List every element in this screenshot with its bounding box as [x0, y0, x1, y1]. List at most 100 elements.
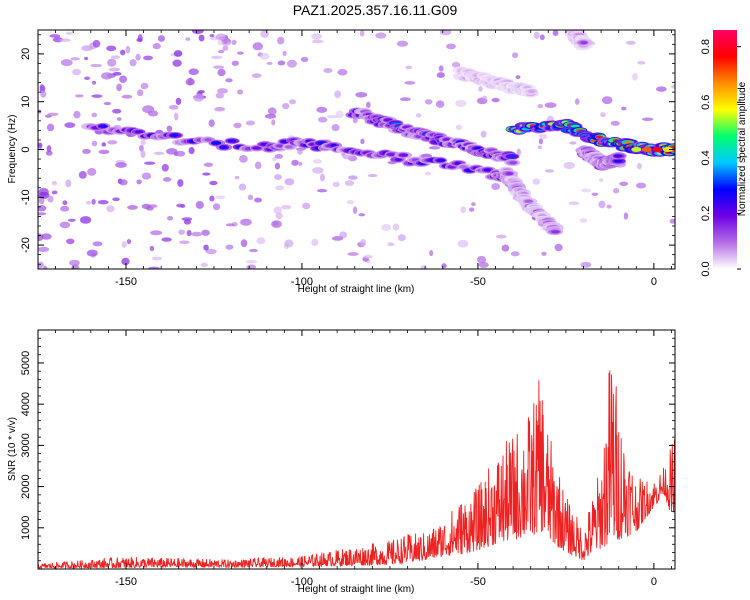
spectrogram-noise-cell	[140, 82, 149, 90]
spectrogram-noise-cell	[532, 178, 541, 185]
spectrogram-noise-cell	[83, 76, 91, 81]
spectrogram-noise-cell	[347, 252, 359, 257]
spectrogram-noise-cell	[143, 161, 156, 165]
spectrogram-noise-cell	[85, 200, 92, 205]
spectrogram-noise-cell	[91, 140, 98, 147]
spectrogram-noise-cell	[480, 130, 487, 138]
spectrogram-noise-cell	[623, 212, 629, 220]
spectrogram-noise-cell	[86, 249, 98, 257]
spectrogram-noise-cell	[424, 99, 433, 105]
spectrogram-signal-cell	[570, 26, 578, 29]
spectrogram-peak-cell	[631, 147, 642, 152]
spectrogram-noise-cell	[45, 150, 53, 156]
spectrogram-noise-cell	[656, 86, 667, 92]
spectrogram-y-tick-label: -10	[20, 189, 32, 205]
spectrogram-noise-cell	[352, 206, 358, 215]
spectrogram-noise-cell	[136, 89, 144, 97]
spectrogram-noise-cell	[282, 50, 287, 57]
snr-x-tick-label: -50	[470, 576, 486, 588]
spectrogram-y-tick-label: 0	[20, 146, 32, 152]
spectrogram-noise-cell	[495, 234, 507, 239]
spectrogram-noise-cell	[107, 140, 118, 145]
spectrogram-noise-cell	[106, 205, 115, 213]
spectrogram-noise-cell	[186, 230, 192, 237]
colorbar-label: Normalized spectral amplitude	[737, 81, 748, 216]
spectrogram-noise-cell	[637, 61, 646, 65]
spectrogram-noise-cell	[162, 177, 172, 182]
spectrogram-signal-cell	[330, 143, 337, 148]
spectrogram-noise-cell	[121, 240, 127, 249]
spectrogram-noise-cell	[115, 162, 127, 168]
spectrogram-noise-cell	[468, 207, 475, 212]
spectrogram-noise-cell	[38, 142, 43, 149]
spectrogram-noise-cell	[260, 30, 270, 38]
spectrogram-signal-cell	[204, 138, 212, 142]
spectrogram-noise-cell	[344, 180, 355, 186]
spectrogram-noise-cell	[38, 246, 50, 253]
spectrogram-noise-cell	[151, 256, 163, 261]
spectrogram-noise-cell	[166, 215, 174, 221]
spectrogram-noise-cell	[331, 236, 344, 241]
spectrogram-noise-cell	[209, 180, 218, 186]
spectrogram-noise-cell	[346, 199, 355, 205]
spectrogram-noise-cell	[112, 197, 120, 202]
spectrogram-noise-cell	[457, 239, 469, 248]
spectrogram-noise-cell	[121, 94, 133, 99]
spectrogram-noise-cell	[569, 141, 577, 145]
spectrogram-noise-cell	[610, 120, 620, 126]
spectrogram-noise-cell	[512, 52, 519, 59]
spectrogram-noise-cell	[78, 171, 87, 179]
spectrogram-noise-cell	[252, 42, 263, 51]
spectrogram-noise-cell	[317, 188, 328, 193]
spectrogram-noise-cell	[80, 216, 92, 224]
spectrogram-noise-cell	[141, 203, 151, 210]
spectrogram-noise-cell	[60, 205, 70, 212]
spectrogram-noise-cell	[619, 181, 629, 186]
spectrogram-noise-cell	[188, 68, 199, 76]
spectrogram-noise-cell	[574, 98, 580, 105]
spectrogram-noise-cell	[100, 72, 113, 80]
spectrogram-noise-cell	[91, 198, 96, 205]
spectrogram-noise-cell	[103, 101, 111, 106]
spectrogram-signal-cell	[454, 161, 461, 165]
spectrogram-noise-cell	[153, 151, 165, 155]
spectrogram-noise-cell	[176, 203, 184, 208]
spectrogram-heatmap	[38, 26, 675, 269]
spectrogram-noise-cell	[202, 172, 211, 176]
spectrogram-noise-cell	[415, 113, 422, 118]
spectrogram-noise-cell	[438, 65, 444, 72]
spectrogram-noise-cell	[183, 219, 192, 225]
spectrogram-noise-cell	[274, 174, 282, 181]
spectrogram-noise-cell	[107, 58, 117, 67]
snr-series-line	[38, 370, 675, 569]
spectrogram-noise-cell	[286, 59, 297, 68]
spectrogram-noise-cell	[106, 45, 117, 52]
spectrogram-noise-cell	[38, 233, 44, 241]
spectrogram-noise-cell	[538, 133, 548, 140]
spectrogram-signal-cell	[170, 133, 179, 137]
snr-plot: -150 -100 -50 0 1000 2000 3000 4000 5000 Height …	[7, 329, 676, 595]
spectrogram-noise-cell	[273, 206, 282, 215]
spectrogram-noise-cell	[267, 107, 277, 116]
colorbar-tick-label: 0.4	[700, 150, 712, 165]
spectrogram-noise-cell	[237, 51, 244, 55]
spectrogram-noise-cell	[197, 89, 205, 94]
spectrogram-noise-cell	[193, 94, 205, 102]
spectrogram-noise-cell	[613, 187, 620, 194]
spectrogram-signal-cell	[570, 124, 580, 128]
spectrogram-noise-cell	[635, 182, 647, 189]
spectrogram-noise-cell	[332, 181, 340, 188]
spectrogram-noise-cell	[240, 218, 252, 226]
spectrogram-noise-cell	[441, 263, 447, 269]
spectrogram-noise-cell	[264, 113, 277, 119]
spectrogram-noise-cell	[259, 52, 270, 60]
spectrogram-noise-cell	[231, 39, 237, 45]
spectrogram-noise-cell	[636, 162, 642, 170]
spectrogram-signal-cell	[285, 145, 293, 149]
spectrogram-noise-cell	[641, 117, 654, 121]
spectrogram-signal-cell	[613, 154, 623, 158]
spectrogram-noise-cell	[38, 197, 45, 205]
spectrogram-noise-cell	[187, 77, 193, 86]
spectrogram-noise-cell	[191, 231, 203, 237]
spectrogram-noise-cell	[65, 31, 73, 36]
